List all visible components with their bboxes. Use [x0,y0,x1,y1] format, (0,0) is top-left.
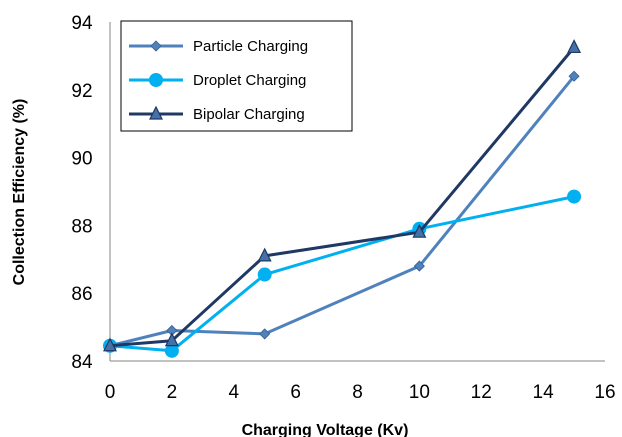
series-triangle [103,39,582,352]
data-point [567,189,582,204]
x-tick-label: 16 [594,382,615,403]
y-tick-labels: 84 86 88 90 92 94 [71,13,93,373]
data-point [257,267,272,282]
data-point [412,223,427,238]
x-tick-label: 8 [352,382,363,403]
legend-swatch-marker [150,40,162,52]
legend-swatch-marker [149,73,163,87]
data-point [259,328,271,340]
x-axis-title: Charging Voltage (Kv) [242,422,409,437]
plot-area [109,22,605,362]
x-tick-label: 6 [290,382,301,403]
data-point [164,343,179,358]
y-tick-label: 90 [71,149,92,170]
y-tick-label: 88 [71,216,92,237]
series-layer [103,39,582,358]
legend: Particle Charging Droplet Charging Bipolar… [120,20,353,132]
series-line [109,195,575,353]
x-tick-label: 12 [471,382,492,403]
legend-label: Particle Charging [193,38,308,55]
y-tick-label: 84 [71,352,93,373]
y-tick-label: 94 [71,13,93,34]
data-point [164,332,179,347]
legend-entry: Droplet Charging [129,72,306,89]
x-tick-label: 0 [105,382,116,403]
legend-label: Droplet Charging [193,72,306,89]
y-tick-label: 92 [71,81,92,102]
y-tick-label: 86 [71,284,92,305]
data-point [568,70,580,82]
data-point [567,39,582,54]
x-tick-label: 4 [228,382,239,403]
data-point [413,260,425,272]
data-point [257,247,272,262]
legend-entry: Bipolar Charging [129,105,305,123]
x-tick-labels: 0 2 4 6 8 10 12 14 16 [105,382,616,403]
x-tick-label: 2 [167,382,178,403]
legend-swatch-marker [149,105,163,120]
y-axis-title: Collection Efficiency (%) [11,99,28,286]
x-tick-label: 14 [533,382,555,403]
data-point [103,337,117,352]
legend-label: Bipolar Charging [193,106,305,123]
x-tick-label: 10 [409,382,430,403]
legend-entry: Particle Charging [129,38,308,55]
